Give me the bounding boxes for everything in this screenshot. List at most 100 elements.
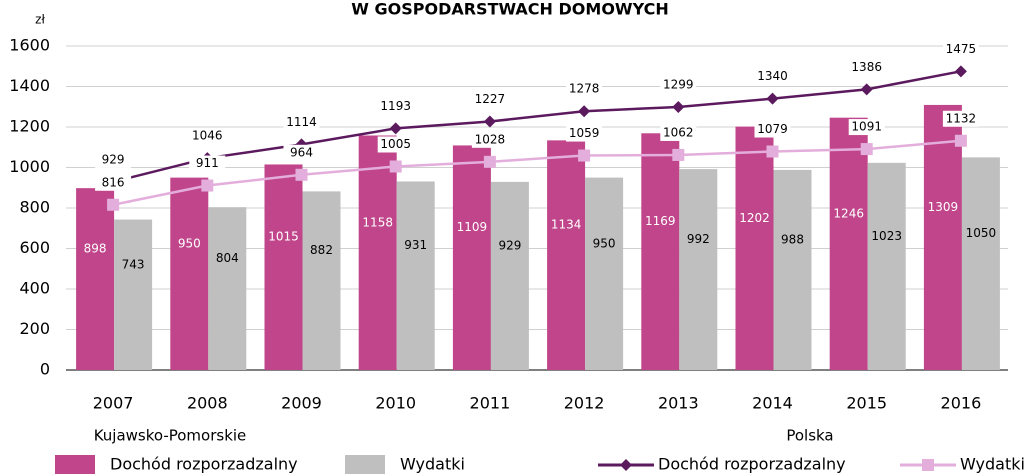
marker bbox=[578, 149, 591, 162]
bar bbox=[114, 219, 153, 370]
label-bg bbox=[95, 151, 132, 168]
bar bbox=[452, 145, 491, 370]
bar bbox=[735, 126, 774, 370]
data-label: 882 bbox=[310, 243, 333, 257]
x-tick-label: 2016 bbox=[941, 394, 982, 413]
y-tick-label: 200 bbox=[19, 319, 50, 338]
marker bbox=[389, 160, 402, 173]
marker bbox=[672, 100, 685, 113]
marker bbox=[483, 155, 496, 168]
label-bg bbox=[566, 125, 603, 142]
data-label: 1278 bbox=[569, 82, 600, 96]
data-label: 1050 bbox=[966, 226, 997, 240]
data-label: 816 bbox=[102, 175, 125, 189]
data-label: 988 bbox=[781, 232, 804, 246]
data-label: 1246 bbox=[833, 206, 864, 220]
y-tick-label: 1400 bbox=[9, 76, 50, 95]
x-tick-label: 2015 bbox=[846, 394, 887, 413]
data-label: 1109 bbox=[457, 220, 488, 234]
marker bbox=[578, 105, 591, 118]
marker bbox=[954, 134, 967, 147]
marker bbox=[672, 148, 685, 161]
label-bg bbox=[848, 59, 885, 76]
marker bbox=[860, 143, 873, 156]
legend-label: Wydatki bbox=[960, 455, 1025, 474]
data-label: 1299 bbox=[663, 77, 694, 91]
data-label: 950 bbox=[178, 236, 201, 250]
data-label: 1059 bbox=[569, 126, 600, 140]
label-bg bbox=[471, 131, 508, 148]
legend-swatch bbox=[55, 455, 95, 474]
label-bg bbox=[283, 144, 320, 161]
bar bbox=[547, 140, 586, 370]
bar bbox=[773, 169, 812, 370]
label-bg bbox=[189, 155, 226, 172]
marker bbox=[860, 83, 873, 96]
label-bg bbox=[283, 114, 320, 131]
y-tick-label: 1000 bbox=[9, 157, 50, 176]
legend-group: Kujawsko-Pomorskie bbox=[94, 427, 247, 445]
marker bbox=[201, 179, 214, 192]
data-label: 1079 bbox=[757, 122, 788, 136]
data-label: 1132 bbox=[946, 111, 977, 125]
data-label: 1202 bbox=[739, 211, 770, 225]
marker bbox=[766, 145, 779, 158]
data-label: 1114 bbox=[286, 115, 317, 129]
marker bbox=[107, 198, 120, 211]
bar bbox=[208, 207, 247, 370]
y-axis-label: zł bbox=[35, 13, 45, 27]
y-tick-label: 600 bbox=[19, 238, 50, 257]
marker bbox=[295, 168, 308, 181]
data-label: 1309 bbox=[928, 200, 959, 214]
data-label: 1340 bbox=[757, 69, 788, 83]
x-tick-label: 2014 bbox=[752, 394, 793, 413]
legend-label: Dochód rozporzadzalny bbox=[658, 455, 846, 474]
label-bg bbox=[377, 98, 414, 115]
legend-marker bbox=[922, 459, 934, 471]
data-label: 1386 bbox=[851, 60, 882, 74]
label-bg bbox=[377, 136, 414, 153]
y-tick-label: 1200 bbox=[9, 117, 50, 136]
bar bbox=[490, 181, 529, 370]
marker bbox=[483, 115, 496, 128]
chart-title: W GOSPODARSTWACH DOMOWYCH bbox=[351, 0, 668, 19]
label-bg bbox=[660, 76, 697, 93]
label-bg bbox=[942, 110, 979, 127]
data-label: 950 bbox=[593, 236, 616, 250]
label-bg bbox=[566, 81, 603, 98]
y-tick-label: 400 bbox=[19, 279, 50, 298]
bar bbox=[358, 135, 397, 370]
data-label: 804 bbox=[216, 251, 239, 265]
legend-label: Wydatki bbox=[400, 455, 465, 474]
marker bbox=[954, 65, 967, 78]
data-label: 1005 bbox=[380, 137, 411, 151]
x-tick-label: 2008 bbox=[187, 394, 228, 413]
label-bg bbox=[660, 124, 697, 141]
bar bbox=[923, 104, 962, 371]
label-bg bbox=[189, 128, 226, 145]
x-tick-label: 2013 bbox=[658, 394, 699, 413]
data-label: 1134 bbox=[551, 218, 582, 232]
bar bbox=[679, 169, 718, 370]
data-label: 898 bbox=[84, 242, 107, 256]
x-tick-label: 2009 bbox=[281, 394, 322, 413]
label-bg bbox=[471, 91, 508, 108]
bar bbox=[170, 177, 209, 370]
line bbox=[112, 70, 962, 184]
bar bbox=[302, 191, 341, 370]
line bbox=[112, 139, 962, 206]
bar bbox=[961, 157, 1000, 370]
data-label: 743 bbox=[122, 257, 145, 271]
data-label: 1227 bbox=[475, 92, 506, 106]
legend-swatch bbox=[345, 455, 385, 474]
label-bg bbox=[754, 68, 791, 85]
bar bbox=[585, 177, 624, 370]
bar bbox=[641, 133, 680, 370]
data-label: 992 bbox=[687, 232, 710, 246]
legend-group: Polska bbox=[786, 427, 833, 445]
x-tick-label: 2011 bbox=[470, 394, 511, 413]
data-label: 1091 bbox=[851, 120, 882, 134]
data-label: 911 bbox=[196, 156, 219, 170]
bar bbox=[264, 164, 303, 370]
